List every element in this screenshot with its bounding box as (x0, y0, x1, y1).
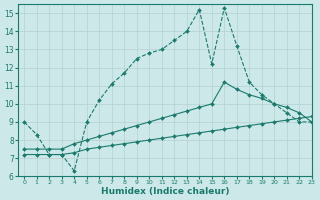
X-axis label: Humidex (Indice chaleur): Humidex (Indice chaleur) (101, 187, 229, 196)
